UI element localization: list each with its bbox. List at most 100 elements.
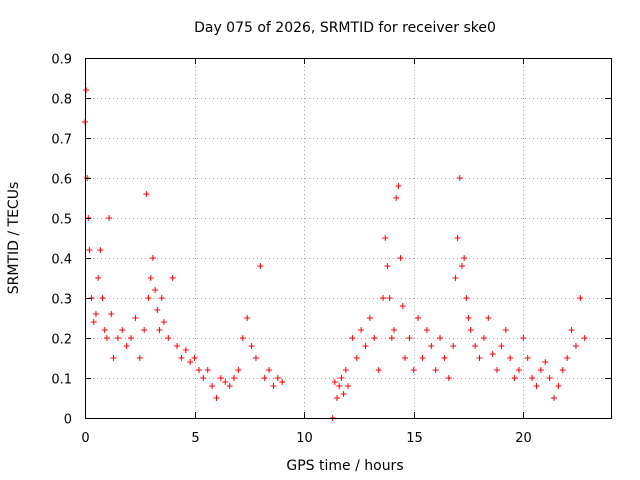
- data-point: [83, 87, 90, 93]
- data-point: [200, 375, 207, 381]
- data-point: [391, 327, 398, 333]
- data-point: [204, 367, 211, 373]
- data-point: [252, 355, 259, 361]
- data-point: [465, 315, 472, 321]
- data-point: [546, 375, 553, 381]
- data-point: [397, 255, 404, 261]
- data-point: [178, 355, 185, 361]
- data-point: [388, 335, 395, 341]
- data-point: [156, 327, 163, 333]
- data-point: [174, 343, 181, 349]
- data-point: [476, 355, 483, 361]
- data-point: [358, 327, 365, 333]
- data-point: [423, 327, 430, 333]
- data-point: [349, 335, 356, 341]
- x-tick-label: 0: [81, 431, 89, 446]
- data-point: [244, 315, 251, 321]
- data-point: [480, 335, 487, 341]
- data-point: [222, 379, 229, 385]
- data-point: [461, 255, 468, 261]
- data-point: [239, 335, 246, 341]
- data-points: [82, 87, 588, 421]
- data-point: [520, 335, 527, 341]
- data-point: [331, 379, 338, 385]
- x-tick-label: 20: [515, 431, 532, 446]
- data-point: [334, 395, 341, 401]
- data-point: [432, 367, 439, 373]
- data-point: [572, 343, 579, 349]
- data-point: [209, 383, 216, 389]
- axis-ticks: [85, 58, 611, 419]
- data-point: [217, 375, 224, 381]
- data-point: [101, 327, 108, 333]
- data-point: [235, 367, 242, 373]
- plot-frame: [85, 58, 612, 419]
- data-point: [529, 375, 536, 381]
- data-point: [441, 355, 448, 361]
- data-point: [428, 343, 435, 349]
- data-point: [338, 375, 345, 381]
- data-point: [362, 343, 369, 349]
- data-point: [86, 247, 93, 253]
- data-point: [248, 343, 255, 349]
- data-point: [136, 355, 143, 361]
- data-point: [395, 183, 402, 189]
- data-point: [187, 359, 194, 365]
- data-point: [485, 315, 492, 321]
- x-tick-label: 15: [406, 431, 423, 446]
- data-point: [160, 319, 167, 325]
- data-point: [498, 343, 505, 349]
- data-point: [108, 311, 115, 317]
- data-point: [393, 195, 400, 201]
- y-tick-label: 0.5: [51, 213, 72, 228]
- data-point: [452, 275, 459, 281]
- data-point: [366, 315, 373, 321]
- data-point: [128, 335, 135, 341]
- data-point: [382, 235, 389, 241]
- chart-title: Day 075 of 2026, SRMTID for receiver ske…: [194, 20, 496, 36]
- data-point: [555, 383, 562, 389]
- data-point: [119, 327, 126, 333]
- data-point: [154, 307, 161, 313]
- data-point: [463, 295, 470, 301]
- y-tick-label: 0.8: [51, 93, 72, 108]
- data-point: [132, 315, 139, 321]
- tick-labels: 0 0.1 0.2 0.3 0.4 0.5 0.6 0.7 0.8 0.9 0 5 10 15 20: [51, 53, 531, 447]
- data-point: [515, 367, 522, 373]
- data-point: [511, 375, 518, 381]
- y-tick-label: 0.4: [51, 253, 72, 268]
- data-point: [336, 383, 343, 389]
- data-point: [226, 383, 233, 389]
- data-point: [419, 355, 426, 361]
- data-point: [103, 335, 110, 341]
- y-tick-label: 0.1: [51, 373, 72, 388]
- data-point: [406, 335, 413, 341]
- data-point: [494, 367, 501, 373]
- x-tick-label: 10: [296, 431, 313, 446]
- data-point: [169, 275, 176, 281]
- data-point: [123, 343, 130, 349]
- y-tick-label: 0: [64, 413, 72, 428]
- y-tick-label: 0.9: [51, 53, 72, 68]
- data-point: [542, 359, 549, 365]
- data-point: [99, 295, 106, 301]
- data-point: [182, 347, 189, 353]
- data-point: [489, 351, 496, 357]
- data-point: [145, 295, 152, 301]
- data-point: [353, 355, 360, 361]
- data-point: [456, 175, 463, 181]
- data-point: [533, 383, 540, 389]
- data-point: [231, 375, 238, 381]
- data-point: [537, 367, 544, 373]
- y-tick-label: 0.7: [51, 133, 72, 148]
- data-point: [92, 311, 99, 317]
- data-point: [143, 191, 150, 197]
- data-point: [410, 367, 417, 373]
- data-point: [399, 303, 406, 309]
- x-axis-label: GPS time / hours: [286, 458, 403, 474]
- data-point: [95, 275, 102, 281]
- data-point: [507, 355, 514, 361]
- data-point: [386, 295, 393, 301]
- data-point: [467, 327, 474, 333]
